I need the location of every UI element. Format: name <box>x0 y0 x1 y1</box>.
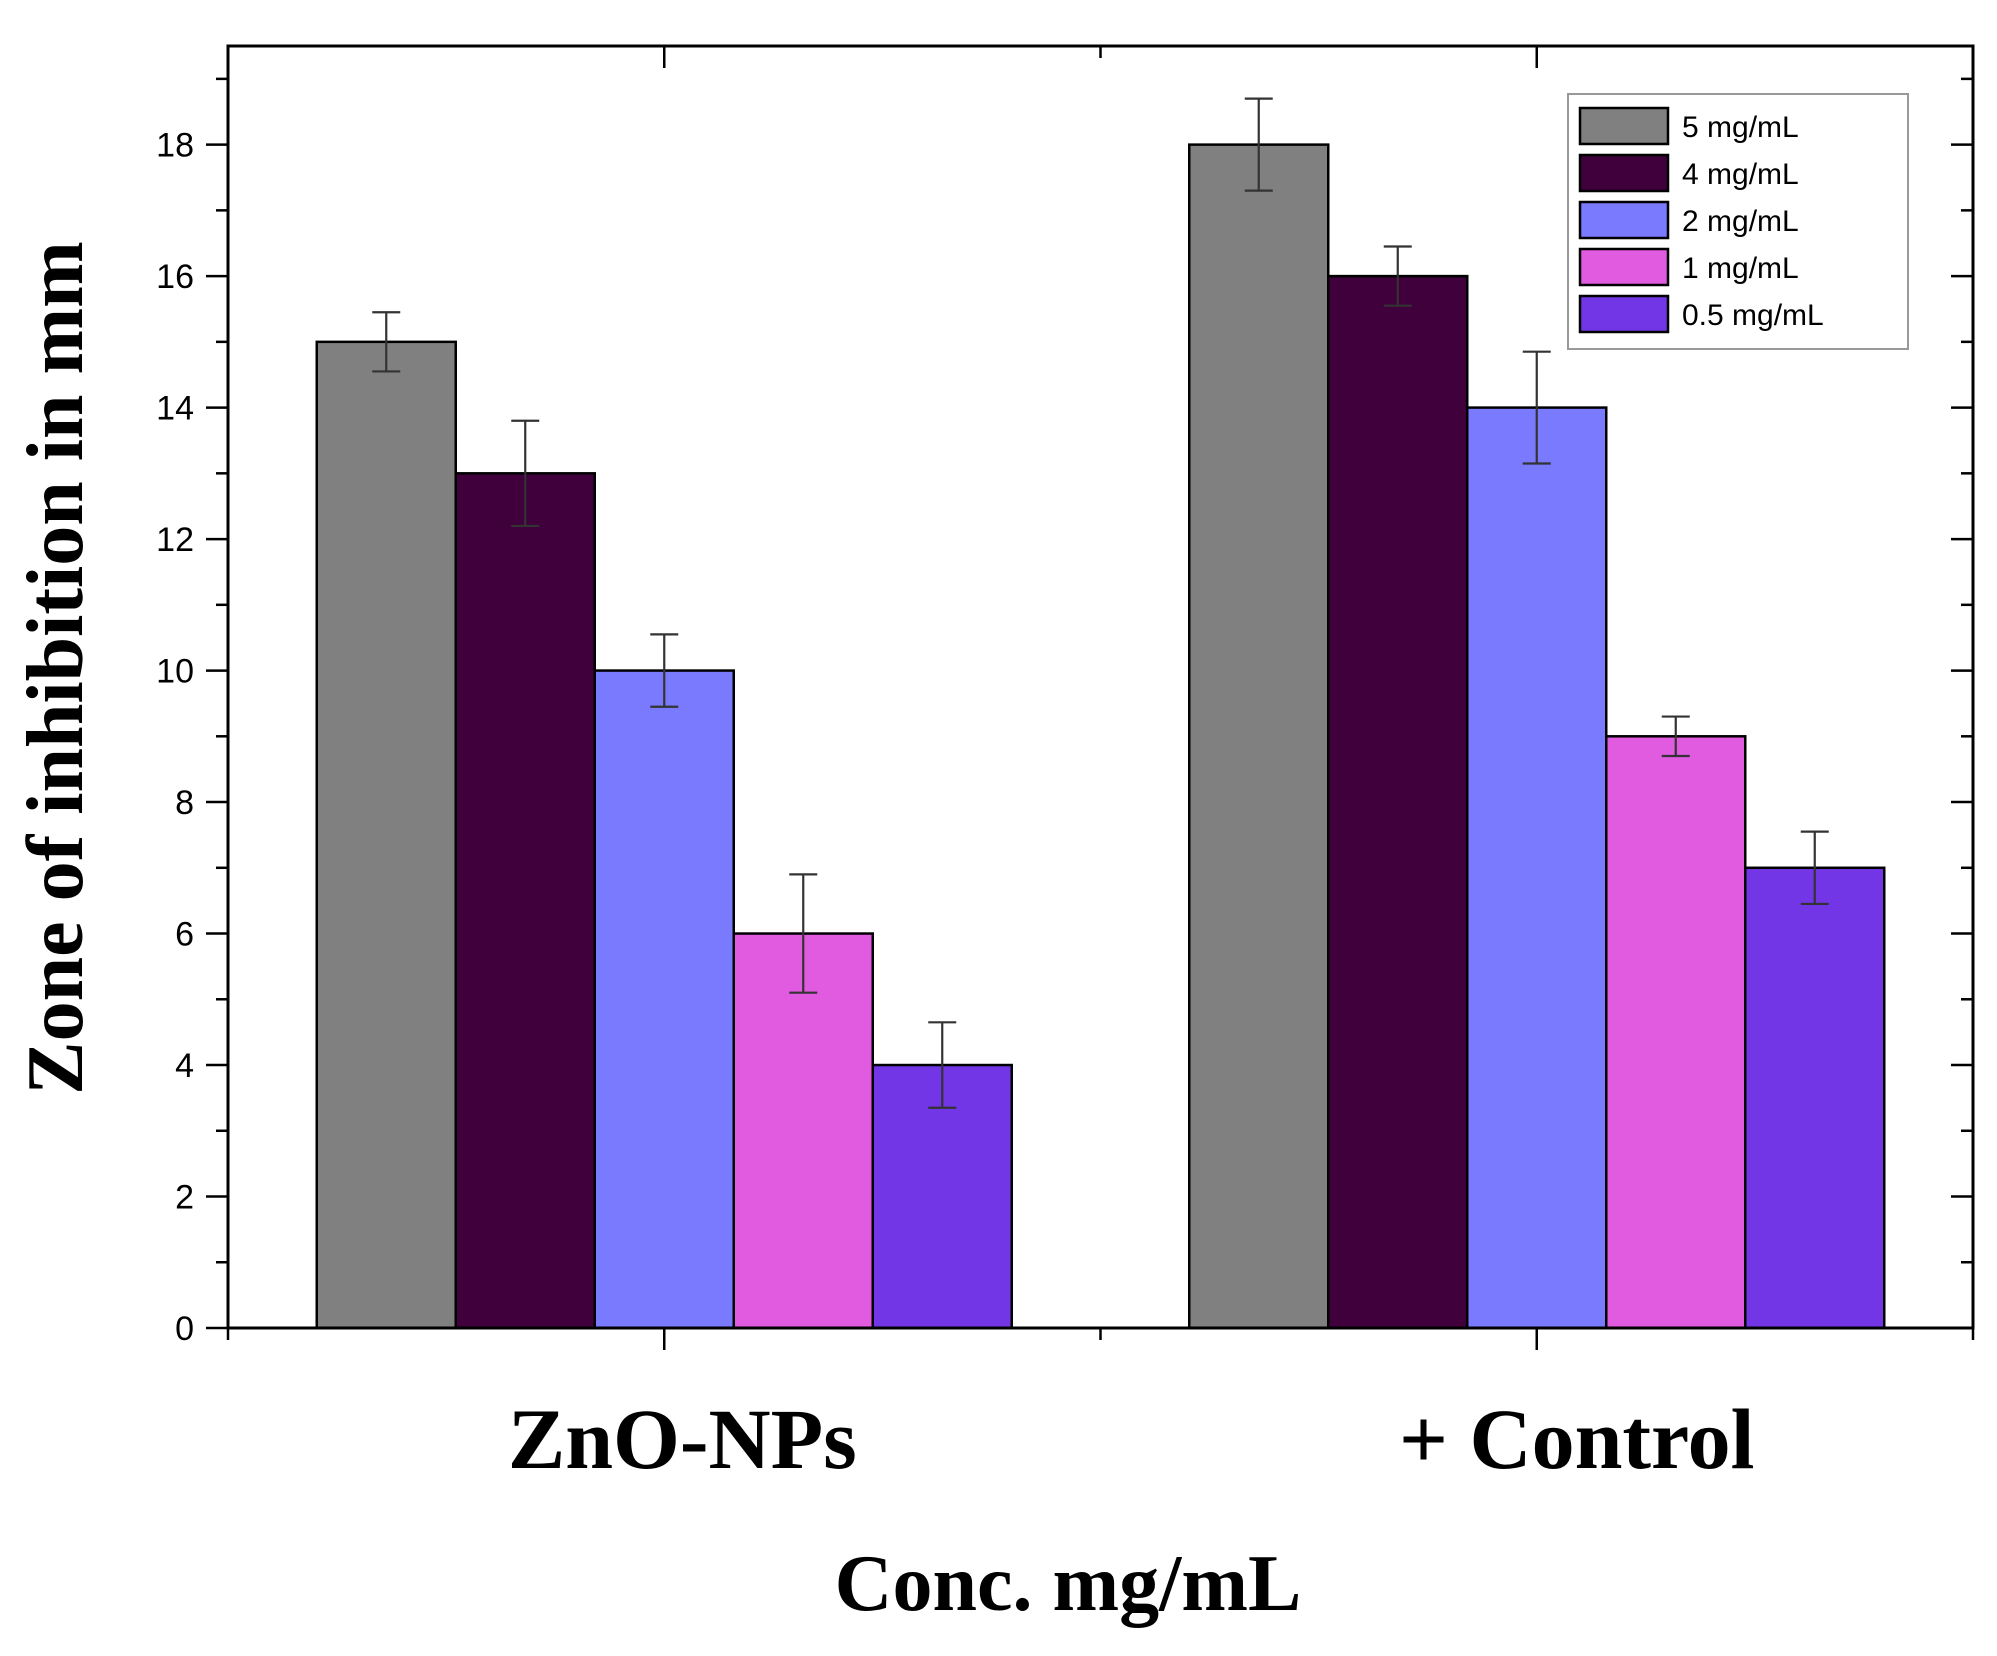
y-tick-label: 12 <box>156 521 194 559</box>
legend-swatch-3 <box>1578 200 1670 240</box>
x-category-label: ZnO-NPs <box>508 1391 857 1487</box>
y-axis-title: Zone of inhibition in mm <box>12 241 100 1095</box>
legend-label-1: 5 mg/mL <box>1682 111 1799 144</box>
bar-1-1 <box>315 340 457 1330</box>
y-tick-label: 2 <box>175 1179 194 1217</box>
bar-1-2 <box>454 472 596 1330</box>
bar-1-3 <box>593 669 735 1330</box>
legend-label-4: 1 mg/mL <box>1682 252 1799 285</box>
bar-2-5 <box>1744 866 1886 1330</box>
error-bars-layer <box>372 97 1829 1109</box>
legend-swatch-5 <box>1578 294 1670 334</box>
bar-2-4 <box>1605 735 1747 1330</box>
bar-2-1 <box>1188 143 1330 1330</box>
x-category-label: + Control <box>1399 1391 1755 1487</box>
bar-2-2 <box>1327 274 1469 1330</box>
y-tick-label: 0 <box>175 1310 194 1348</box>
y-tick-label: 16 <box>156 258 194 296</box>
y-tick-label: 6 <box>175 916 194 954</box>
legend-label-3: 2 mg/mL <box>1682 205 1799 238</box>
ticks-layer: 0 2 4 6 8 10 12 14 16 18 ZnO-NPs + Control <box>156 46 1975 1487</box>
legend-swatch-4 <box>1578 247 1670 287</box>
bars-layer <box>315 143 1886 1330</box>
legend-swatch-1 <box>1578 106 1670 146</box>
y-tick-label: 18 <box>156 127 194 165</box>
legend: 5 mg/mL 4 mg/mL 2 mg/mL 1 mg/mL 0.5 mg/mL <box>1567 93 1909 350</box>
y-tick-label: 4 <box>175 1047 194 1085</box>
legend-label-2: 4 mg/mL <box>1682 158 1799 191</box>
legend-swatch-2 <box>1578 153 1670 193</box>
y-tick-label: 14 <box>156 390 194 428</box>
y-tick-label: 10 <box>156 653 194 691</box>
y-tick-label: 8 <box>175 784 194 822</box>
x-axis-title: Conc. mg/mL <box>835 1540 1302 1628</box>
bar-2-3 <box>1466 406 1608 1330</box>
legend-label-5: 0.5 mg/mL <box>1682 299 1824 332</box>
